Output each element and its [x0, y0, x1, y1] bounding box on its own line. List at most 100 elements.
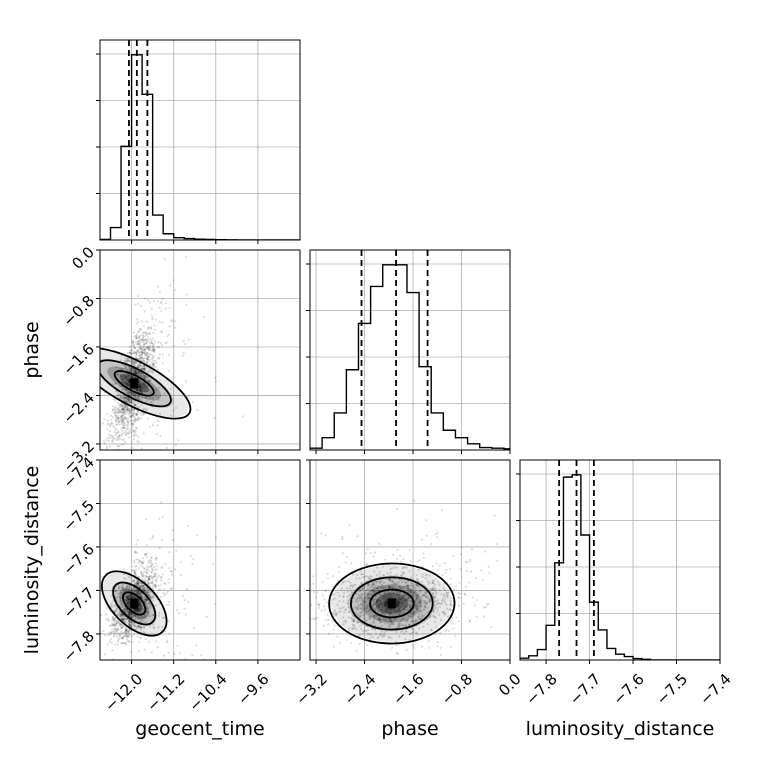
- sample-point: [417, 605, 420, 608]
- sample-point: [137, 349, 140, 352]
- sample-point: [126, 409, 129, 412]
- sample-point: [431, 592, 434, 595]
- sample-point: [146, 358, 149, 361]
- sample-point: [137, 394, 140, 397]
- sample-point: [131, 394, 134, 397]
- sample-point: [381, 605, 384, 608]
- sample-point: [121, 414, 124, 417]
- sample-point: [358, 620, 361, 624]
- sample-point: [436, 531, 439, 534]
- sample-point: [458, 581, 461, 585]
- sample-point: [126, 410, 129, 413]
- sample-point: [406, 596, 410, 599]
- sample-point: [163, 392, 166, 395]
- sample-point: [124, 610, 127, 613]
- sample-point: [360, 604, 363, 607]
- sample-point: [146, 612, 149, 615]
- sample-point: [436, 641, 439, 644]
- sample-point: [415, 574, 418, 577]
- sample-point: [429, 600, 432, 603]
- sample-point: [511, 659, 513, 661]
- sample-point: [390, 621, 393, 624]
- sample-point: [158, 320, 161, 323]
- sample-point: [414, 620, 417, 623]
- sample-point: [434, 607, 437, 610]
- sample-point: [149, 400, 152, 403]
- sample-point: [347, 610, 350, 613]
- sample-point: [376, 598, 379, 601]
- sample-point: [133, 388, 136, 391]
- sample-point: [143, 376, 146, 379]
- sample-point: [121, 404, 124, 407]
- sample-point: [135, 609, 138, 612]
- sample-point: [372, 673, 374, 675]
- sample-point: [130, 588, 133, 591]
- sample-point: [108, 424, 112, 428]
- sample-point: [132, 394, 135, 397]
- sample-point: [146, 572, 149, 575]
- sample-point: [128, 623, 131, 626]
- sample-point: [160, 576, 163, 579]
- sample-point: [135, 413, 138, 416]
- sample-point: [151, 535, 155, 538]
- sample-point: [138, 602, 141, 605]
- sample-point: [128, 624, 131, 627]
- sample-point: [134, 610, 137, 613]
- sample-point: [438, 589, 441, 592]
- sample-point: [152, 362, 155, 365]
- sample-point: [138, 357, 141, 360]
- sample-point: [145, 695, 147, 697]
- sample-point: [379, 599, 382, 602]
- sample-point: [127, 597, 130, 601]
- sample-point: [121, 375, 124, 378]
- sample-point: [144, 352, 147, 355]
- sample-point: [139, 582, 143, 585]
- sample-point: [387, 578, 390, 581]
- sample-point: [359, 611, 362, 614]
- sample-point: [121, 455, 123, 457]
- sample-point: [399, 586, 402, 589]
- sample-point: [371, 628, 375, 631]
- sample-point: [410, 589, 413, 592]
- sample-point: [119, 613, 123, 616]
- sample-point: [139, 592, 142, 595]
- sample-point: [144, 383, 147, 386]
- sample-point: [157, 626, 160, 629]
- sample-point: [126, 612, 129, 615]
- sample-point: [132, 352, 135, 355]
- sample-point: [431, 588, 434, 592]
- sample-point: [140, 351, 143, 354]
- sample-point: [437, 602, 440, 605]
- sample-point: [384, 620, 388, 623]
- sample-point: [132, 615, 136, 618]
- sample-point: [390, 646, 393, 650]
- sample-point: [141, 399, 144, 402]
- sample-point: [397, 607, 400, 610]
- sample-point: [170, 573, 173, 576]
- sample-point: [138, 390, 141, 394]
- sample-point: [125, 377, 128, 380]
- sample-point: [368, 597, 371, 600]
- sample-point: [111, 416, 115, 419]
- sample-point: [148, 326, 151, 329]
- sample-point: [312, 575, 315, 578]
- sample-point: [436, 580, 439, 583]
- sample-point: [416, 577, 419, 581]
- sample-point: [138, 337, 141, 340]
- sample-point: [134, 372, 137, 375]
- sample-point: [154, 585, 157, 588]
- sample-point: [382, 611, 385, 614]
- sample-point: [136, 582, 140, 585]
- sample-point: [137, 592, 140, 596]
- sample-point: [410, 584, 413, 588]
- sample-point: [388, 612, 391, 616]
- sample-point: [117, 409, 120, 412]
- x-tick-label: −0.8: [438, 670, 476, 708]
- sample-point: [458, 596, 461, 600]
- sample-point: [142, 468, 144, 470]
- sample-point: [423, 593, 426, 597]
- sample-point: [360, 596, 363, 600]
- sample-point: [490, 626, 493, 629]
- sample-point: [124, 631, 127, 634]
- sample-point: [124, 381, 127, 384]
